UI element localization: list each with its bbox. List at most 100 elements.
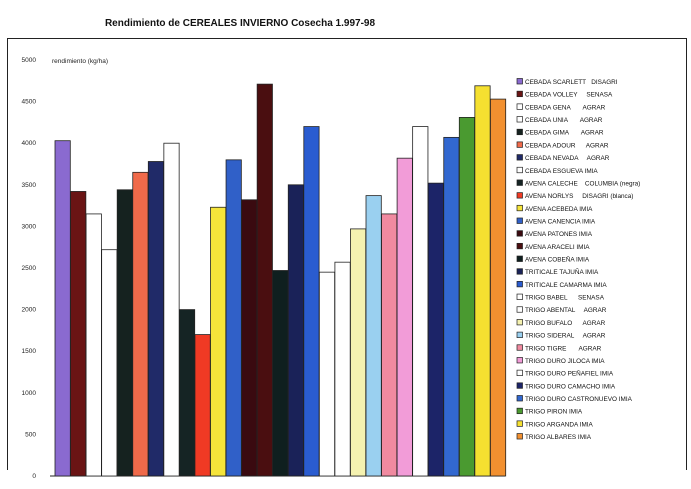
legend-swatch bbox=[516, 306, 523, 313]
y-tick-label: 0 bbox=[32, 473, 36, 480]
bar bbox=[350, 228, 367, 477]
legend-swatch bbox=[516, 90, 523, 98]
chart-title: Rendimiento de CEREALES INVIERNO Cosecha… bbox=[105, 18, 376, 29]
legend-swatch bbox=[516, 433, 523, 440]
bar bbox=[54, 140, 71, 477]
bar bbox=[272, 270, 289, 477]
legend: CEBADA SCARLETT DISAGRI CEBADA VOLLEY SEN… bbox=[516, 78, 640, 441]
y-tick-label: 3000 bbox=[22, 223, 37, 230]
legend-label: AVENA ACEBEDA IMIA bbox=[525, 206, 593, 213]
bar bbox=[396, 157, 413, 477]
bar bbox=[85, 213, 102, 477]
legend-swatch bbox=[516, 420, 523, 427]
legend-swatch bbox=[516, 204, 523, 212]
bar bbox=[116, 189, 133, 477]
legend-label: AVENA CALECHE COLUMBIA (negra) bbox=[525, 180, 640, 187]
bar bbox=[458, 117, 475, 477]
y-tick-label: 1500 bbox=[22, 348, 37, 355]
bar bbox=[194, 334, 211, 477]
bar bbox=[132, 171, 149, 477]
legend-label: CEBADA GENA AGRAR bbox=[525, 104, 606, 111]
bar bbox=[427, 182, 444, 477]
legend-label: TRIGO PIRON IMIA bbox=[525, 409, 583, 416]
bar bbox=[210, 206, 227, 477]
bar bbox=[163, 142, 180, 477]
legend-label: TRIGO ARGANDA IMIA bbox=[525, 421, 594, 428]
legend-swatch bbox=[516, 230, 523, 237]
legend-label: AVENA NORLYS DISAGRI (blanca) bbox=[525, 193, 633, 200]
y-axis-ticks: 0 500 1000 1500 2000 2500 3000 3500 4000 4500 5000 bbox=[22, 57, 37, 480]
bar bbox=[101, 249, 118, 477]
bar bbox=[412, 126, 429, 477]
legend-swatch bbox=[516, 242, 523, 250]
legend-swatch bbox=[516, 357, 523, 364]
legend-label: AVENA COBEÑA IMIA bbox=[525, 255, 590, 264]
legend-label: CEBADA NEVADA AGRAR bbox=[525, 155, 610, 162]
legend-label: TRIGO TIGRE AGRAR bbox=[525, 345, 602, 352]
bar bbox=[70, 191, 87, 477]
legend-swatch bbox=[516, 344, 523, 351]
legend-swatch bbox=[516, 217, 523, 224]
bar bbox=[303, 126, 320, 477]
frame-top-line bbox=[7, 38, 687, 39]
legend-swatch bbox=[516, 255, 523, 262]
legend-swatch bbox=[516, 78, 523, 85]
bar bbox=[443, 136, 460, 477]
legend-label: CEBADA UNIA AGRAR bbox=[525, 117, 603, 124]
legend-swatch bbox=[516, 331, 523, 338]
legend-label: TRIGO DURO JILOCA IMIA bbox=[525, 358, 605, 365]
bar bbox=[365, 195, 382, 477]
y-tick-label: 4500 bbox=[22, 99, 37, 106]
legend-label: CEBADA VOLLEY SENASA bbox=[525, 92, 613, 99]
legend-label: CEBADA GIMA AGRAR bbox=[525, 130, 604, 137]
legend-swatch bbox=[516, 369, 523, 376]
legend-swatch bbox=[516, 281, 523, 288]
bar bbox=[225, 159, 242, 477]
legend-label: TRIGO ABENTAL AGRAR bbox=[525, 307, 607, 314]
legend-label: CEBADA SCARLETT DISAGRI bbox=[525, 79, 618, 86]
legend-swatch bbox=[516, 293, 523, 300]
bar bbox=[489, 98, 507, 477]
legend-swatch bbox=[516, 166, 523, 174]
bar bbox=[334, 261, 351, 477]
legend-label: TRIGO DURO CASTRONUEVO IMIA bbox=[525, 396, 633, 403]
legend-label: TRITICALE CAMARMA IMIA bbox=[525, 282, 607, 289]
legend-label: TRIGO DURO CAMACHO IMIA bbox=[525, 383, 616, 390]
legend-label: CEBADA ESGUEVA IMIA bbox=[525, 168, 598, 175]
legend-label: TRIGO DURO PEÑAFIEL IMIA bbox=[525, 369, 614, 378]
bar bbox=[147, 161, 165, 477]
bar bbox=[474, 85, 491, 477]
bar bbox=[318, 271, 336, 477]
legend-swatch bbox=[516, 179, 523, 186]
legend-swatch bbox=[516, 154, 523, 161]
y-tick-label: 500 bbox=[25, 431, 36, 438]
bar bbox=[381, 213, 398, 477]
legend-label: AVENA ARACELI IMIA bbox=[525, 244, 590, 251]
legend-label: AVENA PATONES IMIA bbox=[525, 231, 593, 238]
bar bbox=[256, 83, 273, 477]
y-tick-label: 5000 bbox=[22, 57, 37, 64]
y-tick-label: 2000 bbox=[22, 307, 37, 314]
legend-label: TRIGO BABEL SENASA bbox=[525, 295, 605, 302]
bars-group bbox=[54, 83, 507, 477]
legend-label: AVENA CANENCIA IMIA bbox=[525, 218, 596, 225]
legend-swatch bbox=[516, 141, 523, 148]
legend-label: TRIGO ALBARES IMIA bbox=[525, 434, 592, 441]
legend-swatch bbox=[516, 192, 523, 199]
legend-swatch bbox=[516, 116, 523, 123]
legend-label: CEBADA ADOUR AGRAR bbox=[525, 142, 609, 149]
y-tick-label: 3500 bbox=[22, 182, 37, 189]
legend-swatch bbox=[516, 128, 523, 136]
legend-label: TRIGO SIDERAL AGRAR bbox=[525, 333, 606, 340]
y-tick-label: 2500 bbox=[22, 265, 37, 272]
legend-swatch bbox=[516, 103, 523, 110]
bar bbox=[178, 309, 196, 477]
y-tick-label: 4000 bbox=[22, 140, 37, 147]
bar bbox=[287, 184, 304, 477]
legend-label: TRITICALE TAJUÑA IMIA bbox=[525, 267, 599, 276]
legend-swatch bbox=[516, 382, 523, 389]
legend-swatch bbox=[516, 395, 523, 402]
frame-left-line bbox=[7, 38, 8, 470]
legend-swatch bbox=[516, 268, 523, 275]
